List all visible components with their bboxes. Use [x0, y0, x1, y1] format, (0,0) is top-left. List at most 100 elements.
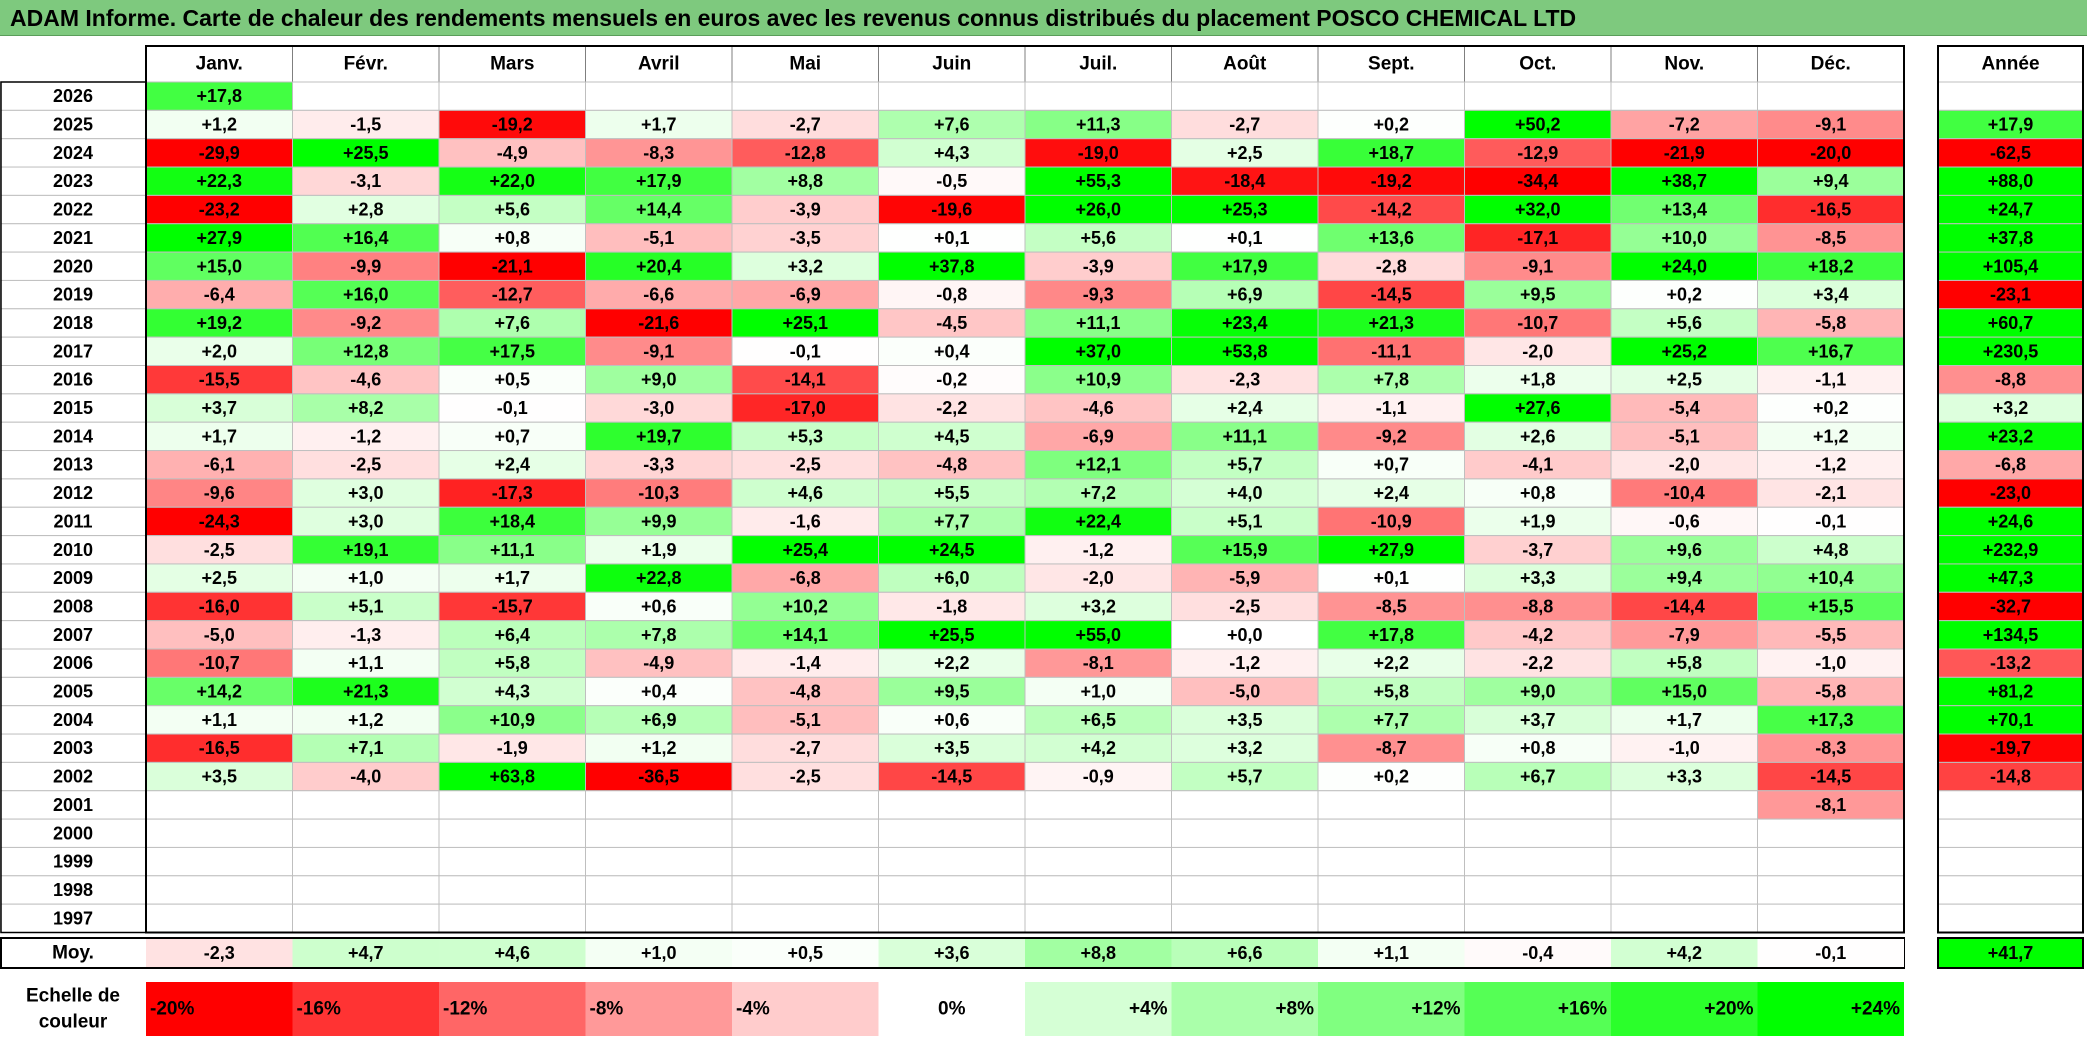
heatmap-cell — [1024, 846, 1172, 877]
heatmap-cell — [292, 903, 440, 934]
heatmap-cell — [1464, 393, 1612, 423]
color-scale-value: +16% — [1558, 999, 1607, 1020]
heatmap-cell — [1024, 705, 1172, 735]
heatmap-cell-value: +11,1 — [1222, 426, 1267, 446]
heatmap-cell — [585, 620, 733, 650]
heatmap-cell-value: +17,8 — [1368, 625, 1414, 645]
heatmap-cell — [585, 790, 733, 820]
heatmap-cell — [145, 903, 293, 934]
heatmap-cell-value: -10,7 — [1517, 313, 1558, 333]
average-cell-value: -0,4 — [1522, 943, 1553, 963]
heatmap-cell-value: +17,9 — [636, 171, 682, 191]
year-cell — [0, 648, 147, 678]
year-label: 2022 — [53, 200, 93, 220]
month-header-label: Févr. — [344, 54, 388, 75]
color-scale-swatch — [1757, 982, 1904, 1036]
heatmap-cell-value: +3,2 — [787, 256, 823, 276]
year-label: 1998 — [53, 880, 93, 900]
heatmap-cell — [878, 421, 1026, 452]
heatmap-cell-value: -14,4 — [1664, 596, 1705, 616]
heatmap-cell-value: +9,4 — [1666, 568, 1702, 588]
year-label: 2019 — [53, 285, 93, 305]
heatmap-cell — [731, 790, 879, 820]
heatmap-cell — [878, 705, 1026, 735]
heatmap-cell-value: +1,9 — [1520, 511, 1556, 531]
heatmap-cell-value: -0,1 — [1815, 511, 1846, 531]
heatmap-cell — [1024, 790, 1172, 820]
heatmap-cell-value: +18,4 — [489, 511, 535, 531]
heatmap-cell — [1610, 846, 1758, 877]
heatmap-cell — [438, 903, 586, 934]
heatmap-cell-value: -2,2 — [936, 398, 967, 418]
heatmap-cell-value: -0,5 — [936, 171, 967, 191]
heatmap-cell-value: -1,5 — [350, 115, 381, 135]
heatmap-cell-value: +5,8 — [1373, 682, 1409, 702]
heatmap-cell-value: +7,1 — [348, 738, 384, 758]
heatmap-cell-value: -34,4 — [1517, 171, 1558, 191]
year-cell — [0, 478, 147, 508]
heatmap-cell — [1024, 138, 1172, 168]
heatmap-cell — [438, 705, 586, 735]
heatmap-cell — [585, 223, 733, 253]
year-label: 2021 — [53, 228, 93, 248]
heatmap-cell — [1171, 506, 1319, 537]
heatmap-cell — [731, 563, 879, 593]
heatmap-cell-value: +13,4 — [1661, 200, 1707, 220]
heatmap-cell-value: -7,2 — [1669, 115, 1700, 135]
heatmap-cell — [292, 620, 440, 650]
heatmap-cell — [292, 223, 440, 253]
heatmap-cell — [1757, 421, 1905, 452]
average-cell — [1025, 939, 1172, 967]
heatmap-cell-value: +3,5 — [1227, 710, 1263, 730]
heatmap-cell-value: -0,8 — [936, 285, 967, 305]
heatmap-cell — [145, 279, 293, 310]
heatmap-cell — [292, 506, 440, 537]
heatmap-cell-value: +0,8 — [494, 228, 530, 248]
heatmap-cell-value: +0,8 — [1520, 483, 1556, 503]
heatmap-cell-value: +0,2 — [1373, 767, 1409, 787]
annual-cell-value: +134,5 — [1983, 625, 2039, 645]
heatmap-cell — [878, 81, 1026, 111]
heatmap-cell-value: -14,2 — [1371, 200, 1412, 220]
heatmap-cell-value: +8,8 — [787, 171, 823, 191]
heatmap-cell-value: +5,7 — [1227, 455, 1263, 475]
annual-cell — [1937, 875, 2084, 905]
heatmap-cell-value: -19,6 — [931, 200, 972, 220]
heatmap-cell — [438, 875, 586, 905]
heatmap-cell — [1610, 818, 1758, 848]
heatmap-cell — [1757, 790, 1905, 820]
heatmap-cell-value: +1,1 — [348, 653, 384, 673]
heatmap-cell — [1610, 166, 1758, 196]
heatmap-cell-value: +53,8 — [1222, 341, 1268, 361]
heatmap-cell-value: -2,5 — [350, 455, 381, 475]
month-header-label: Janv. — [196, 54, 243, 75]
heatmap-cell — [878, 790, 1026, 820]
year-label: 2013 — [53, 455, 93, 475]
heatmap-cell-value: -5,1 — [643, 228, 674, 248]
heatmap-cell — [145, 761, 293, 792]
heatmap-cell — [1610, 506, 1758, 537]
heatmap-cell-value: +3,7 — [1520, 710, 1556, 730]
heatmap-cell-value: -14,5 — [1371, 285, 1412, 305]
average-cell — [585, 939, 732, 967]
annual-cell-value: +17,9 — [1988, 115, 2034, 135]
heatmap-cell — [1024, 421, 1172, 452]
heatmap-cell-value: +16,4 — [343, 228, 389, 248]
color-scale-value: +20% — [1704, 999, 1753, 1020]
heatmap-cell — [731, 81, 879, 111]
average-cell — [878, 939, 1025, 967]
heatmap-cell — [1610, 903, 1758, 934]
heatmap-cell-value: -0,1 — [497, 398, 528, 418]
heatmap-cell — [585, 846, 733, 877]
heatmap-cell-value: +4,3 — [934, 143, 970, 163]
heatmap-cell — [1464, 676, 1612, 707]
heatmap-cell-value: -5,8 — [1815, 313, 1846, 333]
heatmap-cell — [1757, 194, 1905, 225]
year-cell — [0, 761, 147, 792]
heatmap-cell-value: -17,0 — [785, 398, 826, 418]
heatmap-cell-value: -2,7 — [790, 738, 821, 758]
heatmap-cell — [1610, 591, 1758, 622]
average-cell — [1171, 939, 1318, 967]
year-label: 2005 — [53, 682, 93, 702]
heatmap-cell — [1024, 251, 1172, 281]
